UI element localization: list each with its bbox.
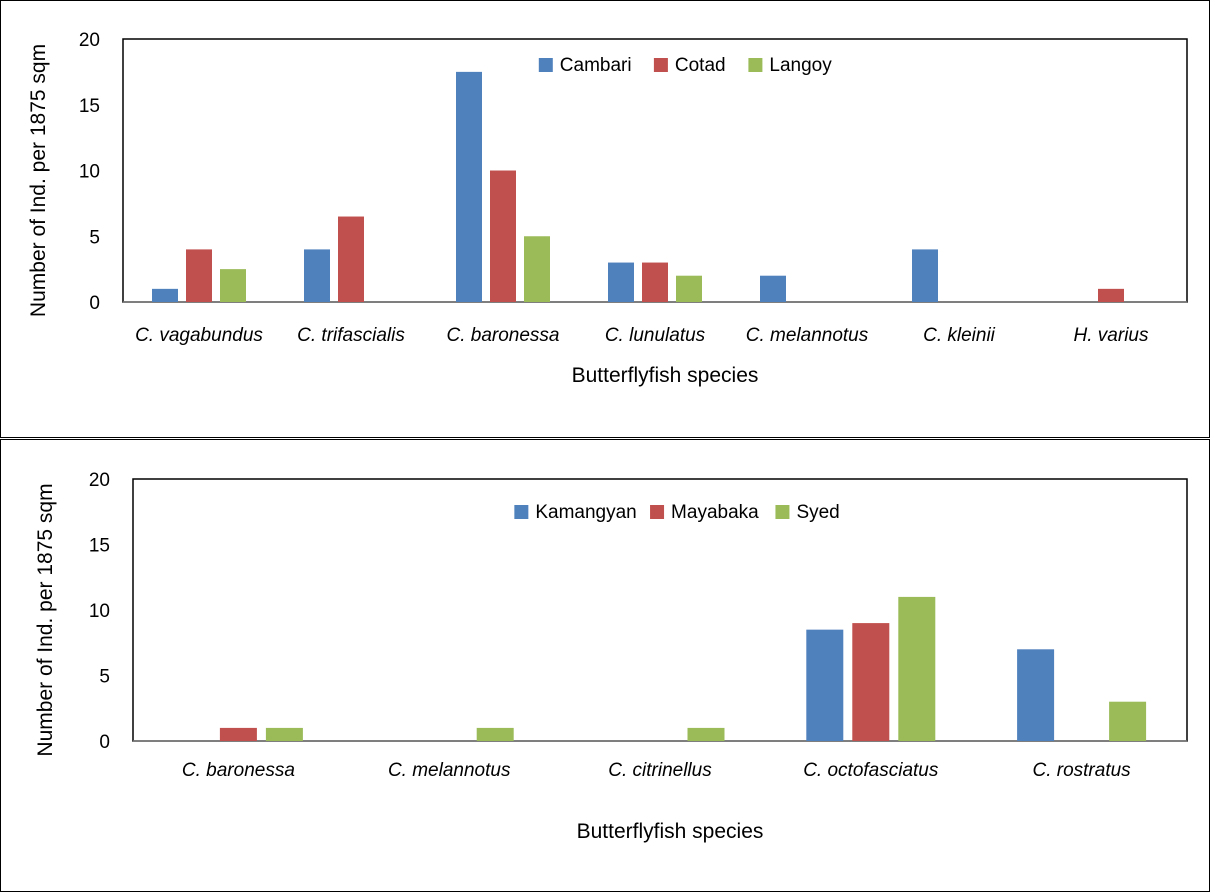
chart-2: 0 5 10 15 20 C. baronessa C. melannotus C. citr… [34, 470, 1188, 843]
bar [219, 727, 257, 741]
bar [687, 727, 725, 741]
legend-label: Cotad [675, 55, 726, 76]
bar [1109, 701, 1147, 741]
legend-label: Kamangyan [535, 502, 636, 523]
x-category-label: C. octofasciatus [803, 760, 939, 781]
legend-swatch [514, 505, 529, 519]
bar [642, 262, 668, 302]
x-category-label: H. varius [1074, 325, 1149, 346]
bar [852, 623, 890, 741]
bar [760, 275, 786, 302]
x-category-label: C. lunulatus [605, 325, 706, 346]
y-tick-label: 20 [79, 30, 100, 51]
bar [676, 275, 702, 302]
x-axis-title: Butterflyfish species [572, 364, 759, 387]
legend-label: Cambari [560, 55, 632, 76]
y-tick-label: 10 [79, 162, 100, 183]
legend-swatch [650, 505, 665, 519]
bar [338, 216, 364, 302]
bar [1017, 649, 1055, 741]
y-tick-label: 0 [99, 732, 110, 753]
legend-swatch [538, 58, 553, 72]
x-category-label: C. melannotus [746, 325, 869, 346]
bar [806, 629, 844, 741]
y-tick-label: 10 [89, 601, 110, 622]
x-category-label: C. melannotus [388, 760, 511, 781]
legend-swatch [775, 505, 790, 519]
y-tick-label: 20 [89, 470, 110, 491]
x-category-label: C. citrinellus [608, 760, 712, 781]
bar [1098, 288, 1124, 302]
bar [152, 288, 178, 302]
x-category-label: C. kleinii [923, 325, 996, 346]
y-axis-title: Number of Ind. per 1875 sqm [27, 44, 50, 317]
y-tick-label: 0 [89, 293, 100, 314]
bar [265, 727, 303, 741]
chart-1: 0 5 10 15 20 C. vagabundus C. trifascialis C. b… [27, 30, 1188, 387]
legend-swatch [748, 58, 763, 72]
bar [456, 71, 482, 302]
legend-label: Syed [796, 502, 839, 523]
bar [220, 269, 246, 302]
x-category-label: C. rostratus [1032, 760, 1131, 781]
bar [912, 249, 938, 302]
legend-swatch [653, 58, 668, 72]
y-tick-label: 5 [99, 667, 110, 688]
bar [608, 262, 634, 302]
bar [490, 170, 516, 302]
y-axis-title: Number of Ind. per 1875 sqm [34, 483, 57, 756]
x-category-label: C. trifascialis [297, 325, 405, 346]
bar [304, 249, 330, 302]
legend-label: Langoy [769, 55, 832, 76]
bar [476, 727, 514, 741]
x-category-label: C. baronessa [446, 325, 559, 346]
x-category-label: C. vagabundus [135, 325, 263, 346]
y-tick-label: 5 [89, 227, 100, 248]
bar [186, 249, 212, 302]
y-tick-label: 15 [79, 96, 100, 117]
bar [524, 236, 550, 302]
legend-label: Mayabaka [671, 502, 759, 523]
bar [898, 596, 936, 741]
x-axis-title: Butterflyfish species [577, 820, 764, 843]
x-category-label: C. baronessa [182, 760, 295, 781]
y-tick-label: 15 [89, 536, 110, 557]
